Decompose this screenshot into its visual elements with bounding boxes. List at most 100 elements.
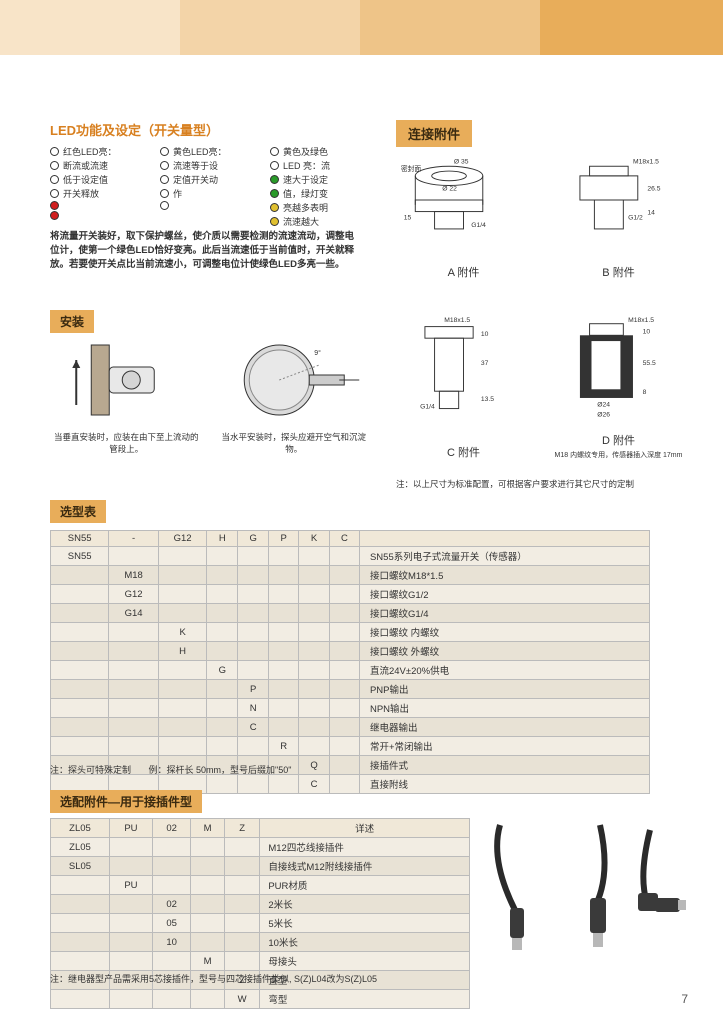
led-row: 红色LED亮：	[50, 145, 150, 158]
table-cell: W	[224, 990, 259, 1009]
svg-text:8: 8	[643, 389, 647, 396]
table-cell	[238, 642, 269, 661]
table-cell	[191, 895, 225, 914]
table-cell	[109, 838, 152, 857]
table-row: PPNP输出	[51, 680, 650, 699]
table-desc-cell: 直接附线	[359, 775, 649, 794]
connector-photo	[490, 820, 690, 960]
table-cell	[152, 876, 190, 895]
table-cell	[224, 952, 259, 971]
led-text: 值，绿灯变	[283, 187, 328, 200]
table-desc-cell: 常开+常闭输出	[359, 737, 649, 756]
led-row: 流速等于设	[160, 159, 260, 172]
table-cell	[329, 699, 359, 718]
table-cell	[51, 661, 109, 680]
table-cell: N	[238, 699, 269, 718]
table-cell: C	[299, 775, 330, 794]
led-dot-icon	[50, 211, 59, 220]
page-number: 7	[681, 992, 688, 1006]
table-desc-cell: 自接线式M12附线接插件	[260, 857, 470, 876]
led-dot-icon	[270, 203, 279, 212]
attachment-a-label: A 附件	[396, 264, 531, 280]
svg-text:M18x1.5: M18x1.5	[633, 158, 659, 165]
svg-text:13.5: 13.5	[481, 396, 494, 403]
table-cell	[51, 623, 109, 642]
led-row: 流速越大	[270, 215, 370, 228]
table-header-cell: P	[269, 531, 299, 547]
table-cell	[238, 623, 269, 642]
table-cell: SN55	[51, 547, 109, 566]
install-vertical-diagram: 当垂直安装时，应装在由下至上流动的管段上。	[50, 335, 203, 455]
led-dot-icon	[160, 189, 169, 198]
led-dot-icon	[270, 147, 279, 156]
led-dot-icon	[270, 217, 279, 226]
led-text: 低于设定值	[63, 173, 108, 186]
table-cell	[329, 775, 359, 794]
table-cell	[299, 718, 330, 737]
table-header-cell	[359, 531, 649, 547]
table-cell	[51, 585, 109, 604]
table-cell	[158, 718, 207, 737]
svg-text:10: 10	[481, 331, 489, 338]
table-cell	[158, 547, 207, 566]
table-cell	[109, 933, 152, 952]
table-cell: K	[158, 623, 207, 642]
table-cell	[269, 604, 299, 623]
led-text: 作	[173, 187, 182, 200]
led-dot-icon	[270, 175, 279, 184]
table-cell	[269, 775, 299, 794]
table-cell	[158, 661, 207, 680]
led-row: 开关释放	[50, 187, 150, 200]
table-cell	[109, 699, 158, 718]
table-desc-cell: SN55系列电子式流量开关（传感器）	[359, 547, 649, 566]
led-section-title: LED功能及设定（开关量型）	[50, 120, 219, 139]
led-row: 黄色及绿色	[270, 145, 370, 158]
header-bar-3	[540, 0, 723, 55]
table-cell	[109, 895, 152, 914]
table-cell	[238, 585, 269, 604]
table-cell	[109, 642, 158, 661]
table-cell	[51, 642, 109, 661]
table-cell	[299, 661, 330, 680]
table-desc-cell: 10米长	[260, 933, 470, 952]
led-dot-icon	[50, 161, 59, 170]
svg-text:密封面: 密封面	[401, 164, 422, 173]
led-row: LED 亮：流	[270, 159, 370, 172]
table-cell	[158, 699, 207, 718]
table-cell	[269, 718, 299, 737]
table-cell	[224, 895, 259, 914]
table-cell	[51, 990, 110, 1009]
table-header-cell: SN55	[51, 531, 109, 547]
table-desc-cell: 接口螺纹 外螺纹	[359, 642, 649, 661]
table-header-cell: C	[329, 531, 359, 547]
table-cell	[269, 699, 299, 718]
table-cell: R	[269, 737, 299, 756]
svg-text:10: 10	[643, 328, 651, 335]
table-cell	[224, 914, 259, 933]
table-cell	[269, 585, 299, 604]
table-cell	[51, 914, 110, 933]
svg-text:26.5: 26.5	[647, 185, 660, 192]
table-cell	[329, 623, 359, 642]
led-text: 亮越多表明	[283, 201, 328, 214]
table-cell: SL05	[51, 857, 110, 876]
led-text: 速大于设定	[283, 173, 328, 186]
svg-text:G1/4: G1/4	[471, 222, 486, 229]
table-cell	[329, 680, 359, 699]
table-row: M母接头	[51, 952, 470, 971]
table-cell	[51, 699, 109, 718]
led-dot-icon	[50, 201, 59, 210]
table-cell: G12	[109, 585, 158, 604]
install-section-tab: 安装	[50, 310, 94, 333]
attachment-d-diagram: M18x1.5 Ø24 Ø26 10 55.5 8 D 附件 M18 内螺纹专用…	[551, 310, 686, 460]
table-cell: 02	[152, 895, 190, 914]
table-cell	[329, 547, 359, 566]
table-cell	[207, 642, 238, 661]
led-column-0: 红色LED亮：断流或流速低于设定值开关释放	[50, 145, 150, 229]
table-row: PUPUR材质	[51, 876, 470, 895]
table-header-cell: G12	[158, 531, 207, 547]
table-cell: 05	[152, 914, 190, 933]
led-dot-icon	[160, 201, 169, 210]
header-bar-1	[180, 0, 360, 55]
table-cell	[238, 661, 269, 680]
